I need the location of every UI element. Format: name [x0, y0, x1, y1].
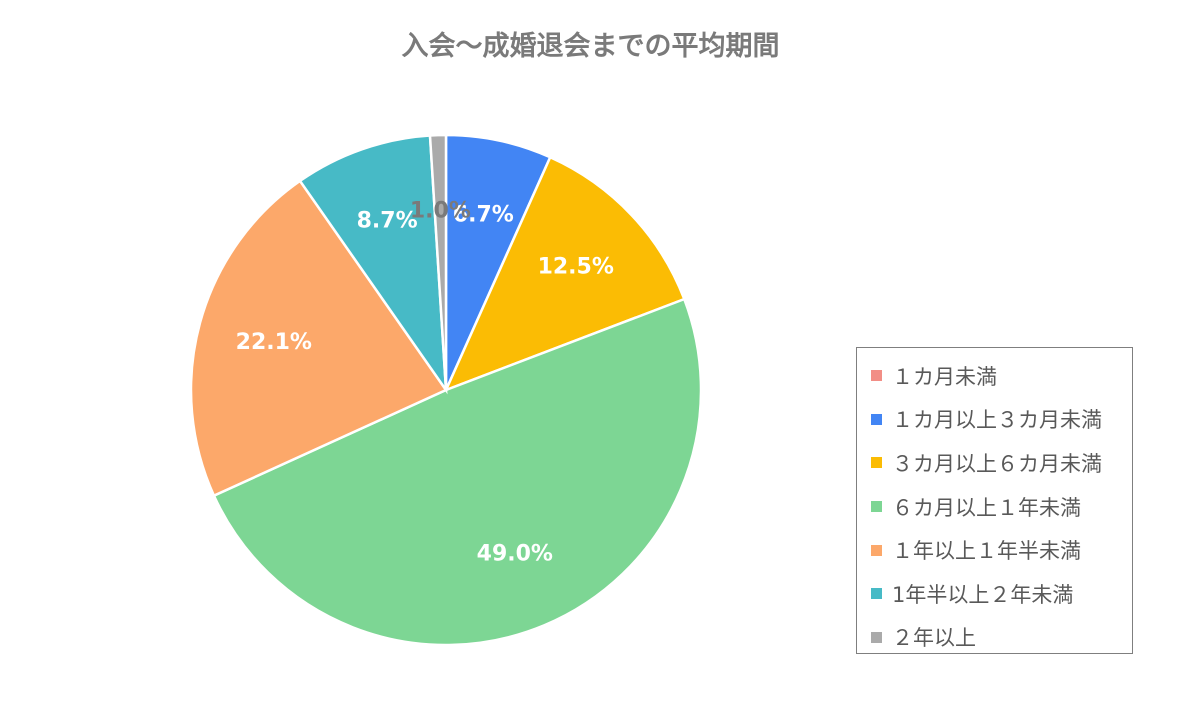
- legend-label: １カ月以上３カ月未満: [892, 408, 1102, 433]
- pie-slice: [444, 133, 552, 391]
- legend-swatch: [871, 631, 882, 643]
- legend-swatch: [871, 544, 882, 556]
- pie-data-labels: 6.7% 12.5% 49.0% 22.1% 8.7%1.0%: [236, 199, 614, 567]
- legend-item: １年以上１年半未満: [871, 528, 1132, 572]
- pie-data-label: 22.1%: [236, 330, 312, 355]
- legend-label: ２年以上: [892, 626, 976, 651]
- pie-slice: [189, 179, 448, 498]
- legend-label: 1年半以上２年未満: [892, 582, 1074, 607]
- legend-item: １カ月未満: [871, 354, 1132, 398]
- pie-slice: [212, 297, 703, 647]
- pie-data-label: 6.7%: [453, 202, 514, 227]
- legend-label: ６カ月以上１年未満: [892, 495, 1081, 520]
- legend-swatch: [871, 588, 882, 600]
- pie-slices: [189, 133, 703, 647]
- pie-data-label: 8.7%: [357, 208, 418, 233]
- legend-label: １カ月未満: [892, 364, 997, 389]
- legend-swatch: [871, 457, 882, 469]
- legend-item: ２年以上: [871, 616, 1132, 660]
- legend-label: ３カ月以上６カ月未満: [892, 451, 1102, 476]
- legend-item: ６カ月以上１年未満: [871, 485, 1132, 529]
- legend-item: ３カ月以上６カ月未満: [871, 441, 1132, 485]
- pie-data-label: 49.0%: [477, 542, 553, 567]
- legend-label: １年以上１年半未満: [892, 539, 1081, 564]
- pie-data-label: 1.0%: [410, 199, 471, 224]
- legend-swatch: [871, 501, 882, 513]
- legend-swatch: [871, 413, 882, 425]
- chart-title: 入会～成婚退会までの平均期間: [401, 31, 780, 62]
- legend-item: １カ月以上３カ月未満: [871, 398, 1132, 442]
- pie-slice: [443, 155, 686, 393]
- legend: １カ月未満 １カ月以上３カ月未満 ３カ月以上６カ月未満 ６カ月以上１年未満 １年以上１年…: [856, 347, 1133, 654]
- pie-data-label: 12.5%: [538, 254, 614, 279]
- legend-item: 1年半以上２年未満: [871, 572, 1132, 616]
- legend-swatch: [871, 370, 882, 382]
- pie-slice: [428, 133, 448, 391]
- pie-slice: [298, 134, 448, 395]
